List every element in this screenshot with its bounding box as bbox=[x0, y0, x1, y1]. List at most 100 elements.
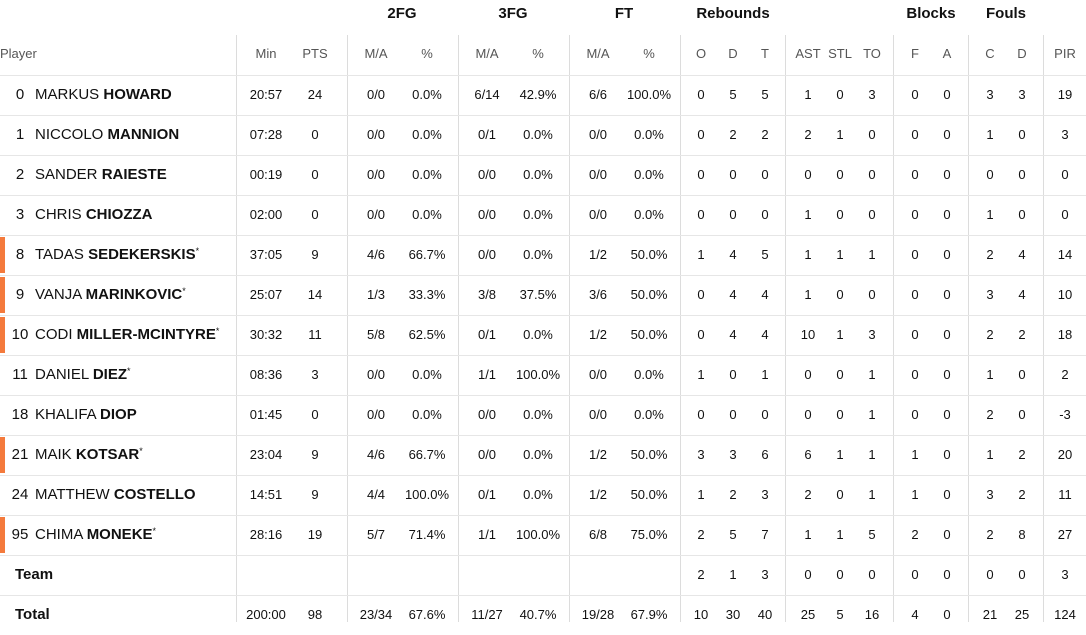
stat-cell: 71.4% bbox=[408, 527, 446, 542]
stat-cell: 2 bbox=[1061, 367, 1069, 382]
stat-cell: 3 bbox=[697, 447, 705, 462]
stat-cell: 0 bbox=[836, 87, 844, 102]
stat-cell: 0 bbox=[1018, 367, 1026, 382]
first-name: SANDER bbox=[35, 166, 98, 183]
stat-cell: 0.0% bbox=[412, 367, 442, 382]
stat-cell: 0/0 bbox=[477, 207, 497, 222]
stat-cell: 1 bbox=[804, 287, 812, 302]
player-number: 11 bbox=[12, 366, 28, 383]
stat-cell: 0 bbox=[836, 207, 844, 222]
stat-cell: 42.9% bbox=[519, 87, 557, 102]
stat-cell: 0 bbox=[836, 167, 844, 182]
stat-cell: 100.0% bbox=[626, 87, 672, 102]
stat-cell: 2 bbox=[729, 127, 737, 142]
stat-cell: 0 bbox=[911, 207, 919, 222]
stat-cell: 37:05 bbox=[249, 247, 283, 262]
column-header: M/A bbox=[475, 46, 499, 61]
stat-cell: 0 bbox=[836, 367, 844, 382]
stat-cell: 2 bbox=[986, 247, 994, 262]
stat-cell: 66.7% bbox=[408, 447, 446, 462]
stat-cell: 40 bbox=[757, 607, 773, 622]
stat-cell: 40.7% bbox=[519, 607, 557, 622]
stat-cell: 1/1 bbox=[477, 367, 497, 382]
stat-cell: -3 bbox=[1059, 407, 1071, 422]
stat-cell: 0 bbox=[943, 607, 951, 622]
stat-cell: 20 bbox=[1057, 447, 1073, 462]
player-number: 2 bbox=[15, 166, 25, 183]
stat-cell: 2 bbox=[1018, 447, 1026, 462]
column-header: D bbox=[728, 46, 738, 61]
stat-cell: 2 bbox=[804, 127, 812, 142]
stat-cell: 1 bbox=[868, 247, 876, 262]
stat-cell: 100.0% bbox=[515, 367, 561, 382]
stat-cell: 0 bbox=[729, 367, 737, 382]
stat-cell: 0.0% bbox=[634, 167, 664, 182]
stat-cell: 4 bbox=[729, 247, 737, 262]
column-header: AST bbox=[795, 46, 821, 61]
stat-cell: 50.0% bbox=[630, 487, 668, 502]
row-divider bbox=[0, 235, 1086, 236]
row-divider bbox=[0, 475, 1086, 476]
stat-cell: 5 bbox=[836, 607, 844, 622]
stat-cell: 0 bbox=[1018, 567, 1026, 582]
stat-cell: 3 bbox=[761, 567, 769, 582]
stat-cell: 50.0% bbox=[630, 327, 668, 342]
stat-cell: 0 bbox=[911, 567, 919, 582]
stat-cell: 0 bbox=[868, 127, 876, 142]
last-name: MONEKE bbox=[86, 526, 153, 543]
stat-cell: 0.0% bbox=[634, 127, 664, 142]
stat-cell: 19/28 bbox=[581, 607, 615, 622]
stat-cell: 1 bbox=[836, 247, 844, 262]
column-header: F bbox=[911, 46, 919, 61]
stat-cell: 4/4 bbox=[366, 487, 386, 502]
stat-cell: 4 bbox=[729, 327, 737, 342]
player-name: VANJA MARINKOVIC* bbox=[35, 275, 186, 315]
last-name: MILLER-MCINTYRE bbox=[76, 326, 216, 343]
stat-cell: 0 bbox=[943, 287, 951, 302]
first-name: DANIEL bbox=[35, 366, 89, 383]
column-header: % bbox=[643, 46, 655, 61]
stat-cell: 0 bbox=[804, 367, 812, 382]
column-divider bbox=[785, 35, 786, 622]
player-name: CODI MILLER-MCINTYRE* bbox=[35, 315, 219, 355]
stat-cell: 30 bbox=[725, 607, 741, 622]
last-name: KOTSAR bbox=[75, 446, 140, 463]
column-header: Player bbox=[0, 46, 37, 61]
stat-cell: 21 bbox=[982, 607, 998, 622]
stat-cell: 1 bbox=[836, 447, 844, 462]
stat-cell: 0/0 bbox=[477, 407, 497, 422]
stat-cell: 3/6 bbox=[588, 287, 608, 302]
group-header: 2FG bbox=[387, 5, 417, 22]
column-header: % bbox=[532, 46, 544, 61]
stat-cell: 18 bbox=[1057, 327, 1073, 342]
stat-cell: 1 bbox=[697, 367, 705, 382]
stat-cell: 0/1 bbox=[477, 127, 497, 142]
stat-cell: 2 bbox=[804, 487, 812, 502]
stat-cell: 0 bbox=[836, 287, 844, 302]
stat-cell: 0 bbox=[943, 87, 951, 102]
stat-cell: 1/3 bbox=[366, 287, 386, 302]
group-header: 3FG bbox=[498, 5, 528, 22]
stat-cell: 4 bbox=[911, 607, 919, 622]
player-number: 3 bbox=[15, 206, 25, 223]
stat-cell: 3 bbox=[986, 87, 994, 102]
stat-cell: 14 bbox=[1057, 247, 1073, 262]
stat-cell: 1/2 bbox=[588, 487, 608, 502]
stat-cell: 0/0 bbox=[366, 87, 386, 102]
row-divider bbox=[0, 195, 1086, 196]
stat-cell: 9 bbox=[311, 247, 319, 262]
stat-cell: 0 bbox=[1018, 407, 1026, 422]
column-header: PIR bbox=[1054, 46, 1076, 61]
column-divider bbox=[893, 35, 894, 622]
stat-cell: 1 bbox=[804, 247, 812, 262]
column-divider bbox=[347, 35, 348, 622]
column-header: Min bbox=[255, 46, 277, 61]
stat-cell: 0 bbox=[1061, 167, 1069, 182]
player-number: 1 bbox=[15, 126, 25, 143]
starter-accent bbox=[0, 317, 5, 353]
stat-cell: 0 bbox=[804, 567, 812, 582]
stat-cell: 2 bbox=[697, 527, 705, 542]
column-header: A bbox=[942, 46, 952, 61]
stat-cell: 10 bbox=[693, 607, 709, 622]
first-name: MATTHEW bbox=[35, 486, 110, 503]
